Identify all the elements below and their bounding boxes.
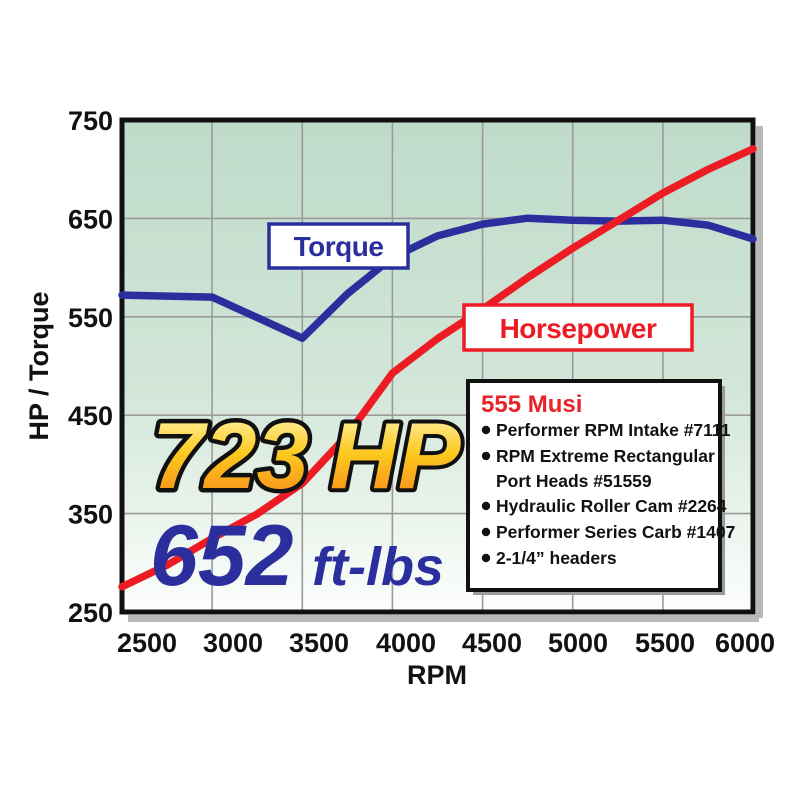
spec-box-item: RPM Extreme Rectangular — [496, 446, 715, 466]
bullet-icon — [481, 527, 491, 537]
x-tick-label: 5500 — [635, 628, 695, 658]
spec-box-item: Hydraulic Roller Cam #2264 — [496, 496, 727, 516]
y-tick-label: 250 — [68, 598, 113, 628]
y-axis-title: HP / Torque — [24, 291, 54, 440]
y-axis-ticks: 750 650 550 450 350 250 — [68, 106, 113, 628]
y-tick-label: 750 — [68, 106, 113, 136]
y-tick-label: 650 — [68, 204, 113, 234]
x-axis-title: RPM — [407, 660, 467, 690]
x-tick-label: 3000 — [203, 628, 263, 658]
bullet-icon — [481, 425, 491, 435]
plot-area-border — [119, 117, 756, 615]
spec-box-item: 2-1/4” headers — [496, 548, 617, 568]
x-tick-label: 3500 — [289, 628, 349, 658]
axis-shadow-bottom — [128, 615, 759, 622]
y-tick-label: 550 — [68, 303, 113, 333]
y-tick-label: 350 — [68, 500, 113, 530]
torque-series-label: Torque — [294, 231, 384, 262]
y-tick-label: 450 — [68, 401, 113, 431]
x-tick-label: 6000 — [715, 628, 775, 658]
bullet-icon — [481, 553, 491, 563]
x-tick-label: 5000 — [548, 628, 608, 658]
x-tick-label: 4000 — [376, 628, 436, 658]
hp-callout-value: 723 — [152, 403, 309, 508]
bullet-icon — [481, 501, 491, 511]
torque-series-annotation: Torque — [267, 222, 410, 270]
hp-callout: 723 HP — [148, 399, 465, 513]
torque-callout-value: 652 — [150, 508, 294, 604]
horsepower-curve — [118, 145, 757, 591]
spec-box-item: Port Heads #51559 — [496, 471, 652, 491]
spec-box-item: Performer RPM Intake #7111 — [496, 420, 731, 440]
x-tick-label: 2500 — [117, 628, 177, 658]
torque-callout: 652 ft-lbs — [150, 508, 444, 604]
horsepower-series-label: Horsepower — [500, 313, 657, 344]
spec-box-item: Performer Series Carb #1407 — [496, 522, 735, 542]
axis-shadow-right — [756, 126, 763, 618]
horsepower-series-annotation: Horsepower — [462, 303, 694, 352]
bullet-icon — [481, 451, 491, 461]
hp-callout-unit: HP — [330, 403, 461, 508]
torque-curve — [118, 214, 757, 342]
spec-box: 555 Musi Performer RPM Intake #7111 RPM … — [466, 379, 735, 595]
x-tick-label: 4500 — [462, 628, 522, 658]
spec-box-title: 555 Musi — [481, 391, 582, 418]
torque-callout-unit: ft-lbs — [312, 537, 444, 597]
x-axis-ticks: 2500 3000 3500 4000 4500 5000 5500 6000 — [117, 628, 775, 658]
